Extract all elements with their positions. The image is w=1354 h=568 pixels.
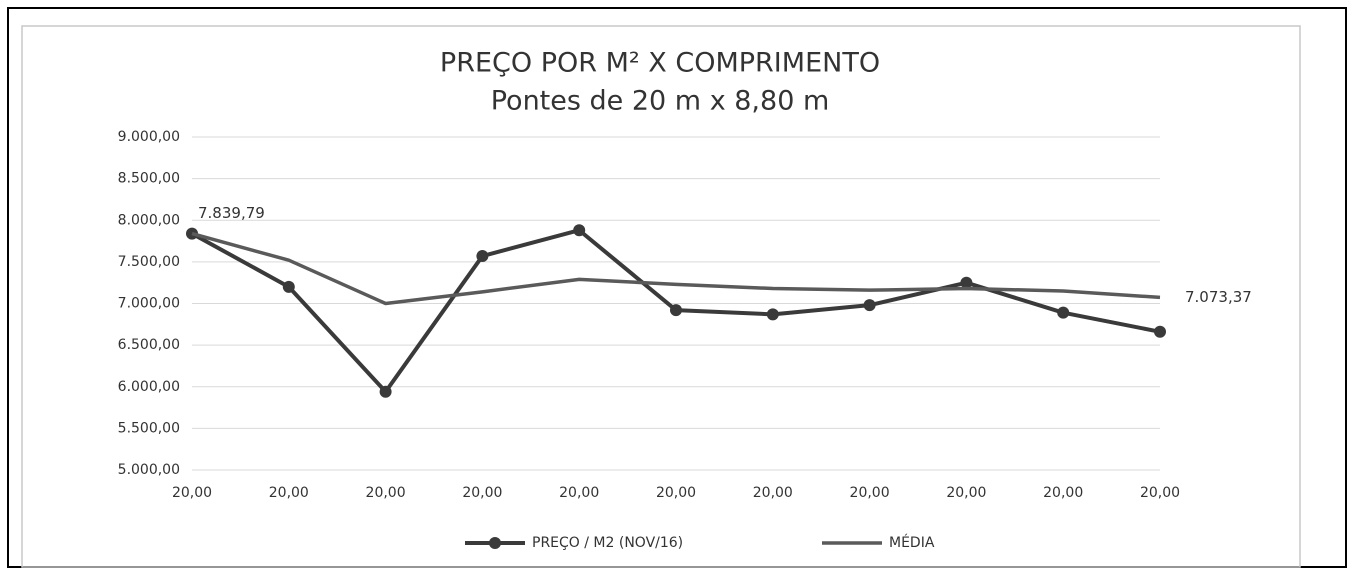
y-tick-label: 6.500,00 — [118, 337, 180, 353]
data-point — [1154, 325, 1166, 338]
data-point — [573, 224, 586, 237]
x-tick-label: 20,00 — [1140, 485, 1180, 501]
x-tick-label: 20,00 — [656, 485, 696, 501]
chart-frame — [21, 25, 1301, 568]
legend-marker — [489, 537, 501, 549]
chart-subtitle: Pontes de 20 m x 8,80 m — [491, 86, 830, 117]
data-point — [476, 250, 489, 263]
x-tick-label: 20,00 — [946, 485, 986, 501]
data-point — [282, 280, 295, 293]
y-tick-label: 9.000,00 — [118, 129, 180, 145]
x-tick-label: 20,00 — [1043, 485, 1083, 501]
data-point — [379, 385, 392, 398]
data-label: 7.839,79 — [198, 204, 265, 222]
data-point — [670, 304, 682, 317]
y-tick-label: 7.000,00 — [118, 296, 180, 312]
x-tick-label: 20,00 — [366, 485, 406, 501]
x-tick-label: 20,00 — [462, 485, 502, 501]
y-tick-label: 5.500,00 — [118, 420, 180, 436]
legend-label: MÉDIA — [889, 534, 935, 551]
data-point — [960, 276, 973, 289]
x-tick-label: 20,00 — [172, 485, 212, 501]
y-tick-label: 7.500,00 — [118, 254, 180, 270]
y-tick-label: 6.000,00 — [118, 379, 180, 395]
x-tick-label: 20,00 — [559, 485, 599, 501]
y-tick-label: 8.000,00 — [118, 212, 180, 228]
x-tick-label: 20,00 — [850, 485, 890, 501]
x-tick-label: 20,00 — [269, 485, 309, 501]
y-tick-label: 8.500,00 — [118, 171, 180, 187]
x-tick-label: 20,00 — [753, 485, 793, 501]
data-point — [766, 308, 779, 321]
data-point — [1057, 306, 1070, 319]
series-line — [191, 231, 1161, 306]
chart-title: PREÇO POR M² X COMPRIMENTO — [440, 48, 880, 79]
data-point — [863, 299, 876, 312]
legend-label: PREÇO / M2 (NOV/16) — [532, 535, 683, 551]
data-label: 7.073,37 — [1185, 288, 1252, 306]
y-tick-label: 5.000,00 — [118, 462, 180, 478]
